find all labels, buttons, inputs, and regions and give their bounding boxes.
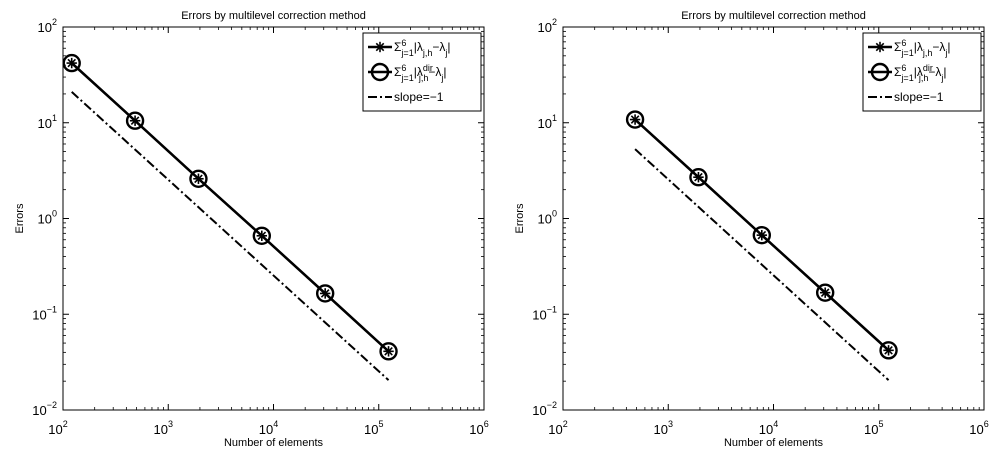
- legend-entry-3: slope=−1: [894, 90, 944, 104]
- minor-ticks: [563, 27, 984, 410]
- x-tick-exp: 6: [984, 419, 989, 429]
- x-tick-label: 104: [759, 419, 778, 437]
- circle-marker: [752, 225, 772, 245]
- legend: Σ6 j=1|λj,h−λj|Σ6 j=1|λdir j,h−λj|slope=−1: [862, 32, 982, 112]
- circle-marker: [689, 167, 708, 187]
- x-tick-label: 106: [969, 419, 988, 437]
- x-tick-exp: 3: [168, 419, 173, 429]
- y-tick-label: 10−1: [532, 304, 557, 322]
- x-tick-base: 10: [259, 422, 273, 437]
- y-tick-label: 10−2: [532, 400, 557, 418]
- y-tick-base: 10: [538, 212, 552, 227]
- circle-marker: [252, 226, 272, 245]
- y-tick-base: 10: [532, 403, 546, 418]
- circle-marker: [815, 283, 835, 302]
- y-tick-exp: 2: [52, 17, 57, 27]
- x-tick-exp: 6: [484, 419, 489, 429]
- x-tick-label: 102: [548, 419, 567, 437]
- y-tick-exp: 0: [552, 209, 557, 219]
- x-tick-label: 106: [469, 419, 488, 437]
- series-line: [71, 91, 390, 381]
- x-tick-base: 10: [364, 422, 378, 437]
- y-tick-base: 10: [38, 20, 52, 35]
- series-2: [62, 53, 398, 361]
- y-tick-exp: −1: [47, 304, 57, 314]
- y-tick-label: 101: [538, 113, 557, 131]
- x-tick-base: 10: [48, 422, 62, 437]
- y-tick-base: 10: [38, 212, 52, 227]
- y-tick-base: 10: [38, 116, 52, 131]
- x-axis-label: Number of elements: [224, 437, 324, 449]
- circle-marker: [625, 110, 645, 129]
- series-line: [634, 118, 890, 352]
- chart-title: Errors by multilevel correction method: [681, 10, 866, 22]
- x-tick-exp: 3: [668, 419, 673, 429]
- y-tick-base: 10: [32, 403, 46, 418]
- chart-title: Errors by multilevel correction method: [181, 10, 366, 22]
- y-tick-exp: 1: [52, 113, 57, 123]
- x-tick-base: 10: [548, 422, 562, 437]
- x-tick-base: 10: [469, 422, 483, 437]
- asterisk-marker: [874, 41, 886, 53]
- y-tick-exp: 2: [552, 17, 557, 27]
- y-tick-base: 10: [538, 20, 552, 35]
- x-tick-base: 10: [759, 422, 773, 437]
- y-tick-exp: −1: [547, 304, 557, 314]
- x-tick-label: 103: [154, 419, 173, 437]
- legend: Σ6 j=1|λj,h−λj|Σ6 j=1|λdir j,h−λj|slope=−1: [362, 32, 482, 112]
- y-tick-base: 10: [32, 307, 46, 322]
- circle-marker: [62, 53, 81, 73]
- x-tick-exp: 5: [878, 419, 883, 429]
- circle-marker: [870, 62, 890, 82]
- series-line: [70, 62, 390, 353]
- x-axis-label: Number of elements: [724, 437, 824, 449]
- x-tick-base: 10: [864, 422, 878, 437]
- x-tick-base: 10: [154, 422, 168, 437]
- circle-marker: [315, 284, 335, 303]
- x-tick-exp: 5: [378, 419, 383, 429]
- y-tick-label: 100: [538, 209, 557, 227]
- y-tick-label: 10−1: [32, 304, 57, 322]
- minor-ticks: [63, 27, 484, 410]
- y-axis-label: Errors: [514, 203, 526, 233]
- x-tick-base: 10: [654, 422, 668, 437]
- y-axis-label: Errors: [14, 203, 26, 233]
- y-tick-label: 102: [38, 17, 57, 35]
- y-tick-exp: −2: [547, 400, 557, 410]
- circle-marker: [125, 111, 145, 130]
- x-tick-label: 103: [654, 419, 673, 437]
- x-tick-base: 10: [969, 422, 983, 437]
- series-3: [71, 91, 390, 381]
- x-tick-exp: 2: [63, 419, 68, 429]
- y-tick-label: 100: [38, 209, 57, 227]
- y-tick-exp: 1: [552, 113, 557, 123]
- x-tick-label: 105: [364, 419, 383, 437]
- circle-marker: [379, 342, 398, 361]
- x-tick-exp: 4: [273, 419, 278, 429]
- series-3: [634, 148, 890, 381]
- y-tick-label: 10−2: [32, 400, 57, 418]
- y-tick-label: 101: [38, 113, 57, 131]
- y-tick-base: 10: [538, 116, 552, 131]
- x-tick-label: 104: [259, 419, 278, 437]
- circle-marker: [370, 62, 390, 82]
- x-tick-exp: 4: [773, 419, 778, 429]
- circle-marker: [879, 341, 898, 360]
- series-2: [625, 110, 898, 360]
- x-tick-label: 105: [864, 419, 883, 437]
- x-tick-label: 102: [48, 419, 67, 437]
- asterisk-marker: [374, 41, 386, 53]
- series-line: [634, 148, 890, 381]
- y-tick-exp: −2: [47, 400, 57, 410]
- legend-entry-3: slope=−1: [394, 90, 444, 104]
- x-tick-exp: 2: [563, 419, 568, 429]
- circle-marker: [189, 169, 208, 188]
- y-tick-exp: 0: [52, 209, 57, 219]
- y-tick-base: 10: [532, 307, 546, 322]
- y-tick-label: 102: [538, 17, 557, 35]
